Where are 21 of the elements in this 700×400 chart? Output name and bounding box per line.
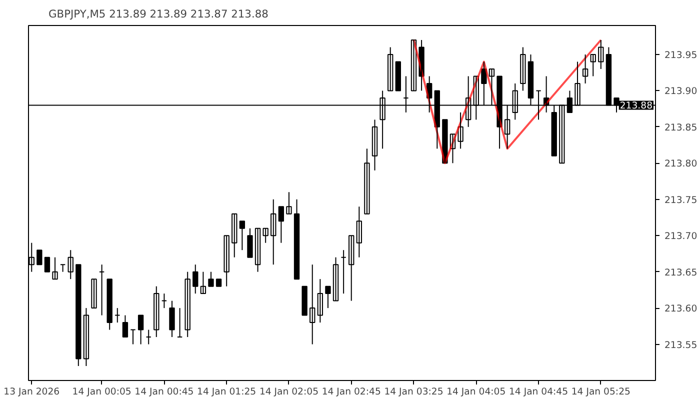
y-tick-label: 213.95 [664, 50, 698, 61]
x-tick-label: 13 Jan 2026 [4, 386, 60, 398]
chart-title: GBPJPY,M5 213.89 213.89 213.87 213.88 [48, 8, 269, 20]
y-tick-label: 213.80 [664, 158, 698, 170]
y-tick-label: 213.70 [664, 231, 698, 242]
y-tick-label: 213.60 [664, 304, 698, 315]
x-tick-label: 14 Jan 04:05 [446, 386, 506, 398]
y-tick-label: 213.55 [664, 340, 698, 351]
x-tick-label: 14 Jan 00:45 [134, 386, 194, 398]
y-tick-label: 213.85 [664, 122, 698, 134]
ref-line-label: 213.88 [620, 100, 653, 112]
x-tick-label: 14 Jan 00:05 [72, 386, 132, 398]
x-tick-label: 14 Jan 01:25 [197, 386, 256, 398]
x-tick-label: 14 Jan 02:05 [259, 386, 319, 398]
y-tick-label: 213.90 [664, 86, 698, 98]
y-tick-label: 213.65 [664, 267, 698, 278]
x-tick-label: 14 Jan 03:25 [384, 386, 444, 398]
x-tick-label: 14 Jan 05:25 [571, 386, 631, 398]
y-tick-label: 213.75 [664, 194, 698, 206]
x-tick-label: 14 Jan 04:45 [508, 386, 568, 398]
x-tick-label: 14 Jan 02:45 [322, 386, 381, 398]
